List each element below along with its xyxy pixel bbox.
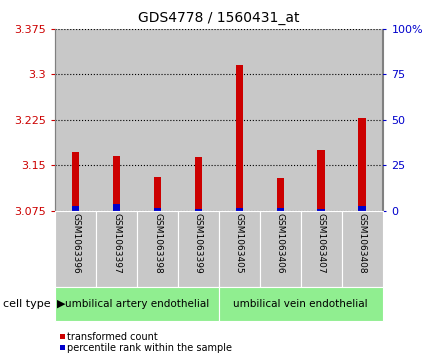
- Bar: [277, 179, 284, 211]
- Bar: [154, 208, 161, 211]
- Bar: [235, 65, 243, 211]
- Text: ▶: ▶: [57, 299, 66, 309]
- Bar: [137, 29, 178, 211]
- Bar: [154, 177, 161, 211]
- Bar: [358, 206, 366, 211]
- Bar: [96, 29, 137, 211]
- Title: GDS4778 / 1560431_at: GDS4778 / 1560431_at: [138, 11, 300, 25]
- Bar: [358, 118, 366, 211]
- Bar: [219, 29, 260, 211]
- Text: umbilical vein endothelial: umbilical vein endothelial: [233, 299, 368, 309]
- Text: transformed count: transformed count: [67, 332, 158, 342]
- Text: GSM1063406: GSM1063406: [276, 213, 285, 273]
- Text: umbilical artery endothelial: umbilical artery endothelial: [65, 299, 209, 309]
- Bar: [317, 209, 325, 211]
- Bar: [195, 157, 202, 211]
- Bar: [277, 208, 284, 211]
- Text: GSM1063396: GSM1063396: [71, 213, 80, 274]
- Bar: [55, 29, 96, 211]
- Bar: [317, 150, 325, 211]
- Bar: [195, 209, 202, 211]
- Text: cell type: cell type: [3, 299, 51, 309]
- Bar: [178, 29, 219, 211]
- Bar: [235, 208, 243, 211]
- Bar: [72, 152, 79, 211]
- Text: GSM1063398: GSM1063398: [153, 213, 162, 274]
- Text: GSM1063399: GSM1063399: [194, 213, 203, 274]
- Text: percentile rank within the sample: percentile rank within the sample: [67, 343, 232, 353]
- Bar: [342, 29, 383, 211]
- Bar: [260, 29, 300, 211]
- Text: GSM1063397: GSM1063397: [112, 213, 121, 274]
- Bar: [300, 29, 342, 211]
- Bar: [72, 206, 79, 211]
- Text: GSM1063407: GSM1063407: [317, 213, 326, 273]
- Bar: [113, 204, 120, 211]
- Text: GSM1063405: GSM1063405: [235, 213, 244, 273]
- Text: GSM1063408: GSM1063408: [357, 213, 366, 273]
- Bar: [113, 156, 120, 211]
